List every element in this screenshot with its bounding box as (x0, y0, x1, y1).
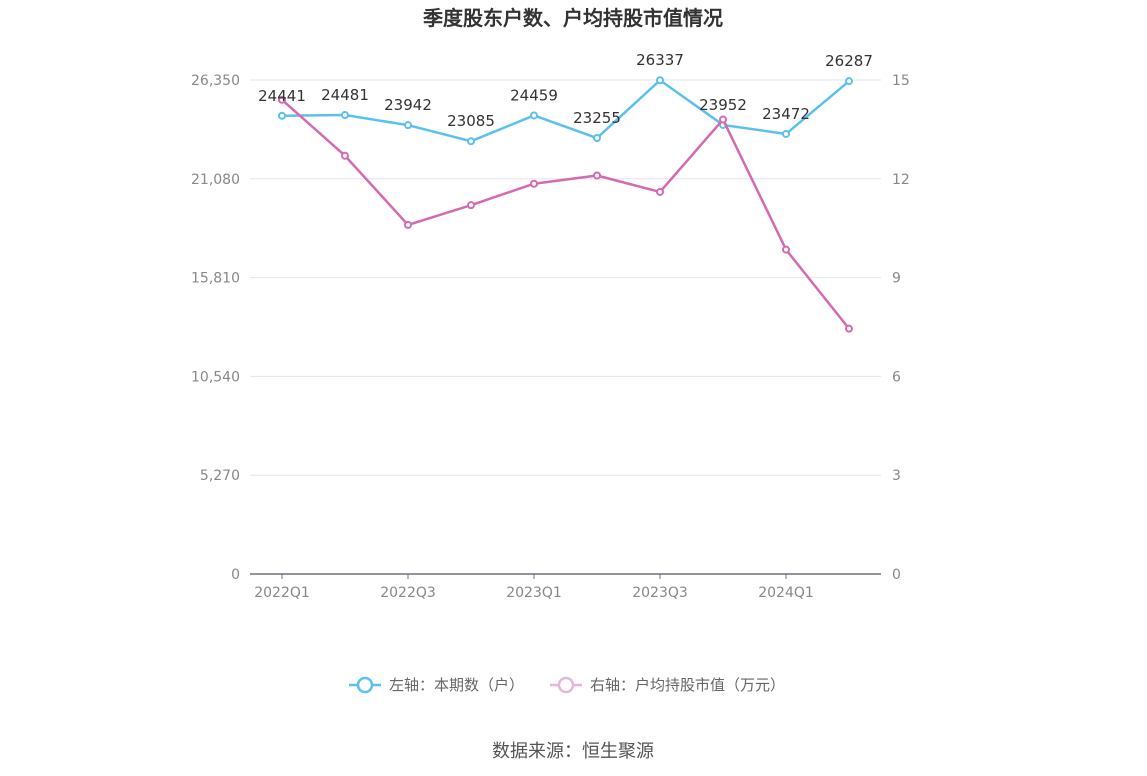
data-labels: 24441 24481 23942 23085 24459 23255 26337 23952… (258, 51, 873, 130)
series-1-point (656, 76, 664, 85)
legend-swatch-marker (557, 676, 575, 694)
series-1-point (467, 137, 475, 146)
x-axis: 2022Q1 2022Q3 2023Q1 2023Q3 2024Q1 (250, 573, 881, 601)
source-note: 数据来源：恒生聚源 (492, 741, 654, 762)
left-tick-label: 5,270 (200, 468, 240, 484)
right-tick-label: 3 (892, 468, 901, 484)
legend: 左轴：本期数（户） 右轴：户均持股市值（万元） (349, 676, 785, 694)
series-1-point (404, 121, 412, 130)
series-2-point (467, 201, 475, 210)
right-axis: 0 3 6 9 12 15 (892, 73, 910, 583)
series-line-2 (281, 98, 850, 330)
series-2-point (341, 151, 349, 160)
left-tick-label: 0 (231, 567, 240, 583)
series-line-1 (281, 78, 850, 143)
legend-swatch-marker (356, 676, 374, 694)
series-2-point (404, 220, 412, 229)
right-tick-label: 6 (892, 369, 901, 385)
right-tick-label: 9 (892, 271, 901, 287)
data-label: 23952 (699, 96, 747, 114)
left-tick-label: 21,080 (191, 172, 240, 188)
series-1-point (341, 111, 349, 120)
series-layer (278, 76, 853, 333)
series-2-point (278, 95, 286, 104)
right-tick-label: 0 (892, 567, 901, 583)
left-axis: 0 5,270 10,540 15,810 21,080 26,350 (191, 73, 240, 583)
data-label: 23085 (447, 112, 495, 130)
legend-item-label[interactable]: 右轴：户均持股市值（万元） (590, 676, 785, 694)
data-label: 26287 (825, 52, 873, 70)
x-tick-label: 2022Q1 (254, 585, 310, 601)
series-1-point (278, 111, 286, 120)
left-tick-label: 26,350 (191, 73, 240, 89)
data-label: 24459 (510, 86, 558, 104)
data-label: 23472 (762, 105, 810, 123)
left-tick-label: 10,540 (191, 369, 240, 385)
chart-title: 季度股东户数、户均持股市值情况 (422, 6, 723, 30)
x-tick-label: 2023Q3 (632, 585, 688, 601)
left-tick-label: 15,810 (191, 271, 240, 287)
x-tick-label: 2024Q1 (758, 585, 814, 601)
series-1-point (530, 111, 538, 120)
data-label: 24441 (258, 87, 306, 105)
data-label: 26337 (636, 51, 684, 69)
series-2-point (530, 179, 538, 188)
right-tick-label: 15 (892, 73, 910, 89)
legend-item-label[interactable]: 左轴：本期数（户） (389, 676, 524, 694)
series-1-point (845, 77, 853, 86)
series-2-point (593, 171, 601, 180)
data-label: 23942 (384, 96, 432, 114)
data-label: 24481 (321, 86, 369, 104)
series-1-point (593, 134, 601, 143)
series-2-point (845, 324, 853, 333)
series-1-point (782, 129, 790, 138)
data-label: 23255 (573, 109, 621, 127)
x-tick-label: 2022Q3 (380, 585, 436, 601)
series-2-point (782, 245, 790, 254)
x-tick-label: 2023Q1 (506, 585, 562, 601)
series-2-point (719, 115, 727, 124)
grid-lines (250, 79, 881, 476)
series-2-point (656, 187, 664, 196)
right-tick-label: 12 (892, 172, 910, 188)
